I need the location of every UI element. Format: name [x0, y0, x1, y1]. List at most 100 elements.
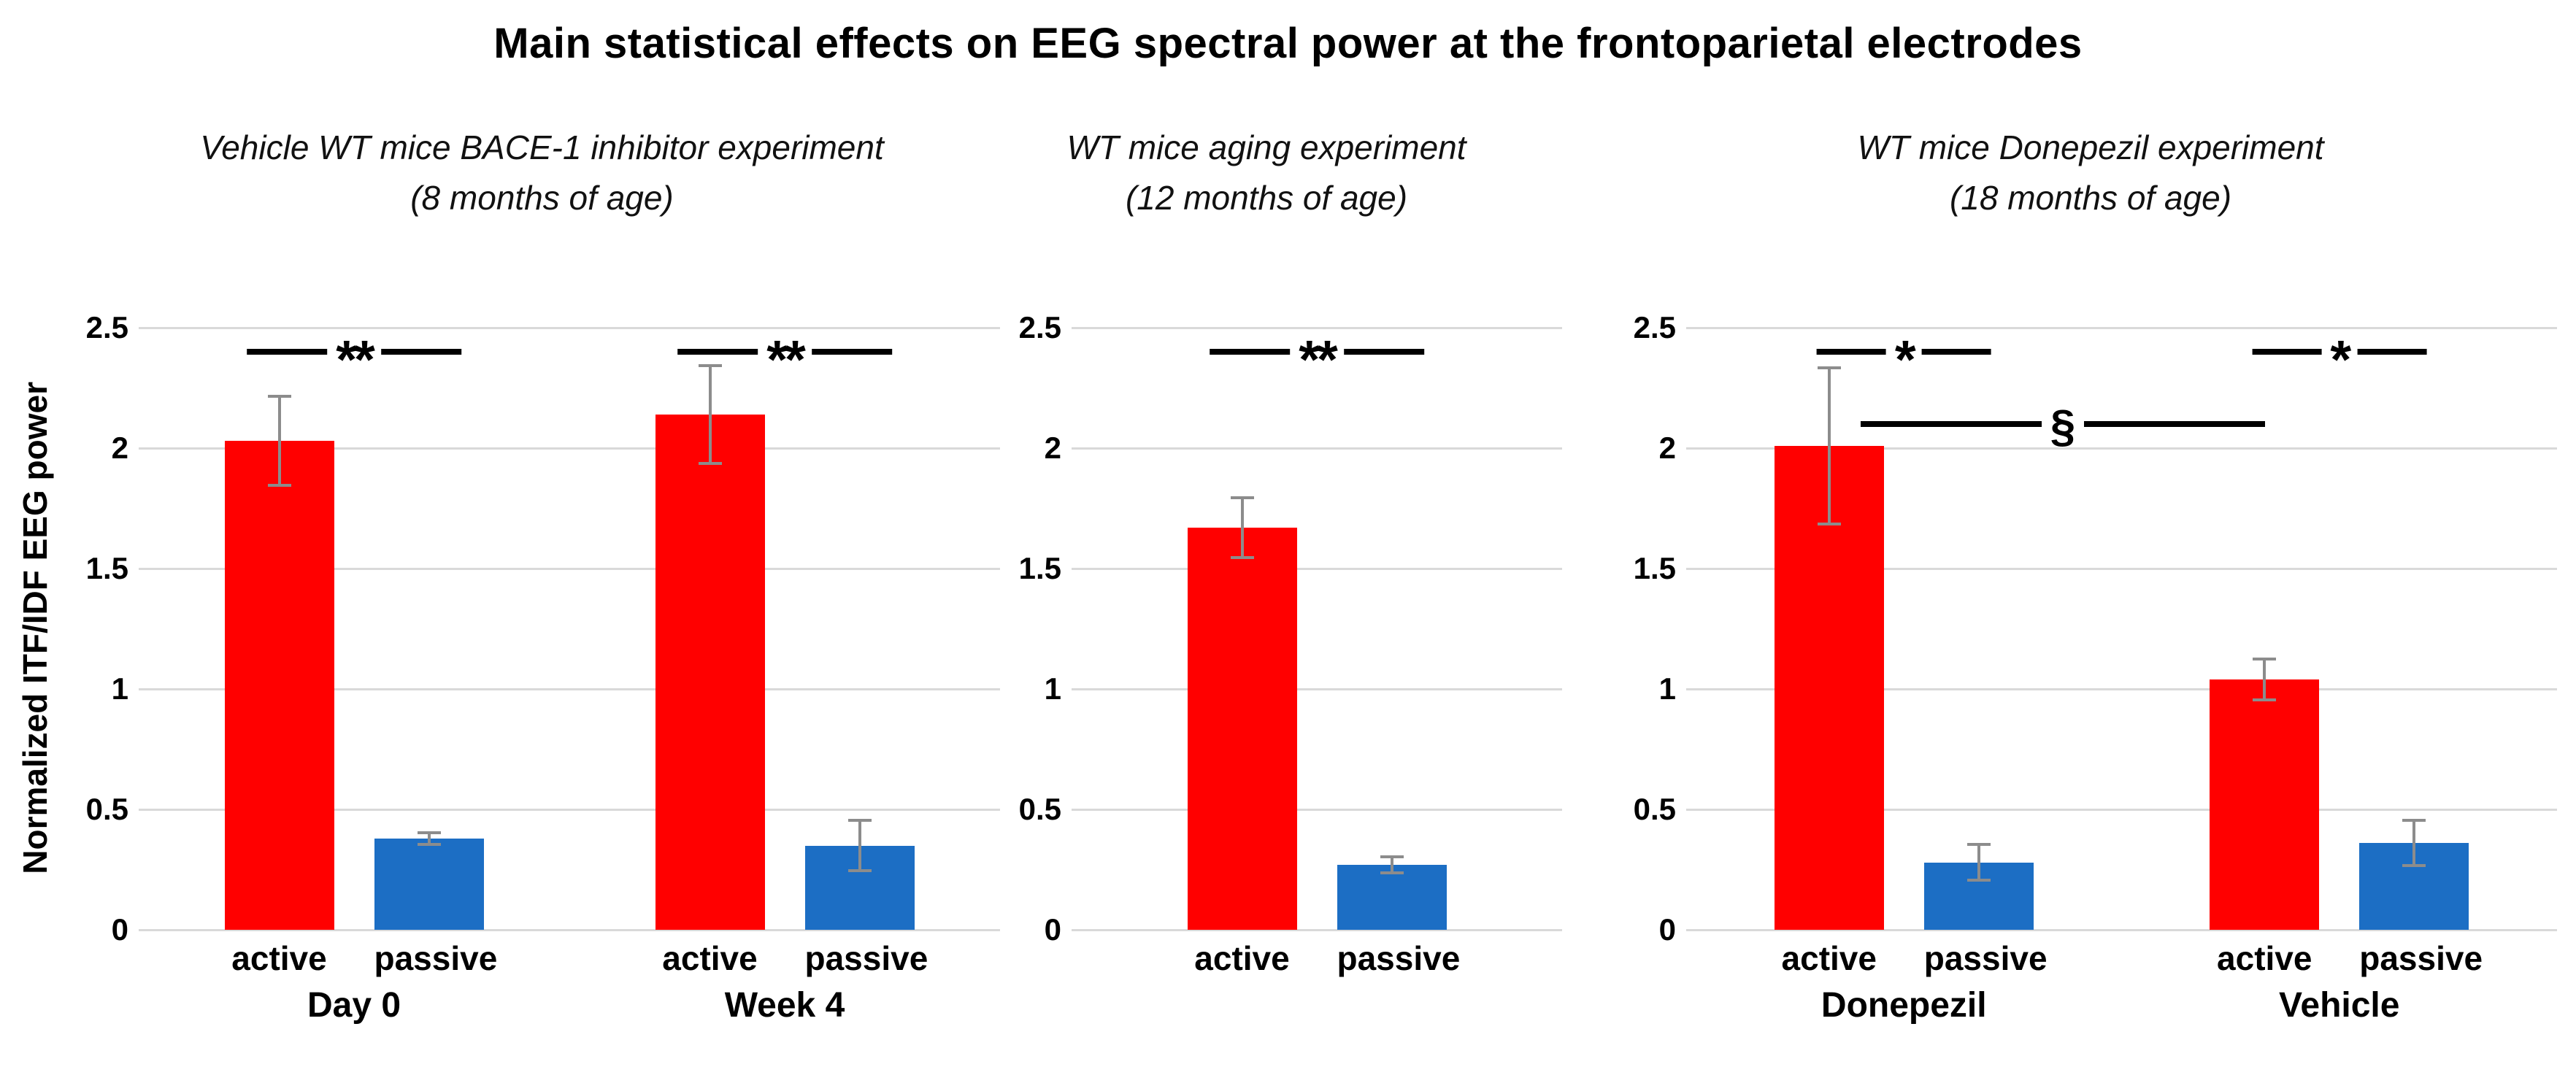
condition-label-group: active passive [1686, 940, 2122, 977]
y-tick-label: 0 [1658, 912, 1676, 947]
condition-label: active [662, 939, 758, 977]
bar-slot [374, 328, 484, 930]
panel-3: WT mice Donepezil experiment (18 months o… [1624, 0, 2557, 1067]
error-bar [1827, 366, 1831, 525]
condition-label: passive [2359, 939, 2483, 977]
gridline [139, 928, 1000, 931]
y-tick-label: 1.5 [85, 551, 128, 585]
active-bar [1774, 445, 1884, 930]
plot-area: ** [1072, 326, 1562, 931]
bar-pair [1686, 328, 2122, 930]
bar-pair [569, 328, 1000, 930]
gridline [1686, 687, 2557, 690]
panel-subtitle-line: (12 months of age) [1125, 179, 1408, 217]
y-tick-label: 0 [111, 912, 128, 947]
error-bar-cap-bottom [847, 868, 872, 872]
y-tick-label: 2 [111, 431, 128, 465]
bar-slot [2359, 328, 2469, 930]
gridline [1072, 808, 1562, 811]
panel-subtitle-line: Vehicle WT mice BACE-1 inhibitor experim… [200, 128, 884, 166]
error-bar [858, 819, 861, 872]
cross-group-significance-marker: § [1860, 404, 2266, 450]
y-axis-title-text: Normalized ITF/IDF EEG power [16, 381, 54, 874]
gridline [1686, 326, 2557, 329]
error-bar [277, 395, 281, 487]
chart-area: 0 0.5 1 1.5 2 2.5 ** [971, 312, 1562, 945]
group-label: Day 0 [307, 986, 401, 1025]
y-axis-ticks: 0 0.5 1 1.5 2 2.5 [971, 312, 1072, 945]
condition-labels-row: active passive active passive [139, 940, 1000, 977]
group-label: Vehicle [2279, 986, 2400, 1025]
chart-area: 0 0.5 1 1.5 2 2.5 ** ** [84, 312, 1000, 945]
y-axis-ticks: 0 0.5 1 1.5 2 2.5 [84, 312, 139, 945]
significance-marker: ** [247, 333, 461, 387]
active-bar [655, 414, 765, 930]
bar-slot [804, 328, 915, 930]
plot-area: ** ** [139, 326, 1000, 931]
chart-area: 0 0.5 1 1.5 2 2.5 * * § [1624, 312, 2558, 945]
passive-bar [374, 838, 484, 930]
y-tick-label: 0.5 [1018, 792, 1061, 826]
y-axis-ticks: 0 0.5 1 1.5 2 2.5 [1624, 312, 1686, 945]
gridline [139, 326, 1000, 329]
y-tick-label: 1 [1658, 671, 1676, 706]
error-bar-cap-top [417, 831, 441, 834]
panel-subtitle-line: (8 months of age) [410, 179, 674, 217]
bar-slot [2210, 328, 2320, 930]
condition-label: passive [804, 939, 928, 977]
significance-marker: ** [1210, 333, 1424, 387]
error-bar-cap-top [1966, 843, 1991, 847]
condition-label: active [1194, 939, 1290, 977]
bar-slot [1187, 328, 1297, 930]
error-bar-cap-bottom [2402, 864, 2426, 868]
y-tick-label: 2.5 [1018, 310, 1061, 344]
group-labels-row: Day 0 Week 4 [139, 986, 1000, 1025]
error-bar [1390, 855, 1393, 875]
gridline [1686, 808, 2557, 811]
error-bar-cap-bottom [2253, 698, 2277, 701]
gridline [1072, 447, 1562, 450]
error-bar-cap-top [1380, 855, 1404, 858]
panel-2: WT mice aging experiment (12 months of ag… [971, 0, 1562, 1067]
significance-line [1921, 349, 1991, 355]
condition-label-pair: active passive [225, 940, 497, 977]
error-bar [2263, 658, 2267, 701]
gridline [1072, 928, 1562, 931]
bar-group: * [2122, 328, 2558, 930]
condition-label: active [2217, 939, 2312, 977]
gridline [139, 687, 1000, 690]
figure-title: Main statistical effects on EEG spectral… [493, 20, 2083, 67]
bar-group: ** [1072, 328, 1562, 930]
condition-label-pair: active passive [655, 939, 928, 977]
panel-subtitle: WT mice aging experiment (12 months of ag… [971, 123, 1562, 223]
bar-groups: ** [1072, 328, 1562, 930]
significance-line [247, 349, 328, 355]
gridline [139, 447, 1000, 450]
error-bar [708, 363, 712, 466]
condition-label-group: active passive [1072, 940, 1562, 977]
error-bar-cap-top [1817, 366, 1841, 369]
error-bar-cap-top [698, 363, 722, 367]
error-bar-cap-top [2253, 658, 2277, 661]
error-bar [427, 831, 431, 846]
error-bar [2412, 819, 2416, 868]
plot-area: * * § [1686, 326, 2558, 931]
significance-line [2252, 349, 2322, 355]
group-label: Week 4 [724, 986, 845, 1025]
bar-slot [1337, 328, 1447, 930]
error-bar-cap-bottom [417, 842, 441, 846]
condition-label-group: active passive [569, 940, 1000, 977]
bar-pair [2122, 328, 2558, 930]
condition-label-pair: active passive [2210, 939, 2483, 977]
condition-label-pair: active passive [1775, 939, 2048, 977]
significance-line [1210, 349, 1291, 355]
panel-subtitle-line: (18 months of age) [1949, 179, 2232, 217]
condition-label: passive [1923, 939, 2048, 977]
condition-label-group: active passive [2122, 940, 2558, 977]
condition-labels-row: active passive active passive [1686, 940, 2557, 977]
panel-1: Vehicle WT mice BACE-1 inhibitor experim… [84, 0, 1000, 1067]
condition-labels-row: active passive [1072, 940, 1562, 977]
y-tick-label: 1 [111, 671, 128, 706]
bar-pair [1072, 328, 1562, 930]
